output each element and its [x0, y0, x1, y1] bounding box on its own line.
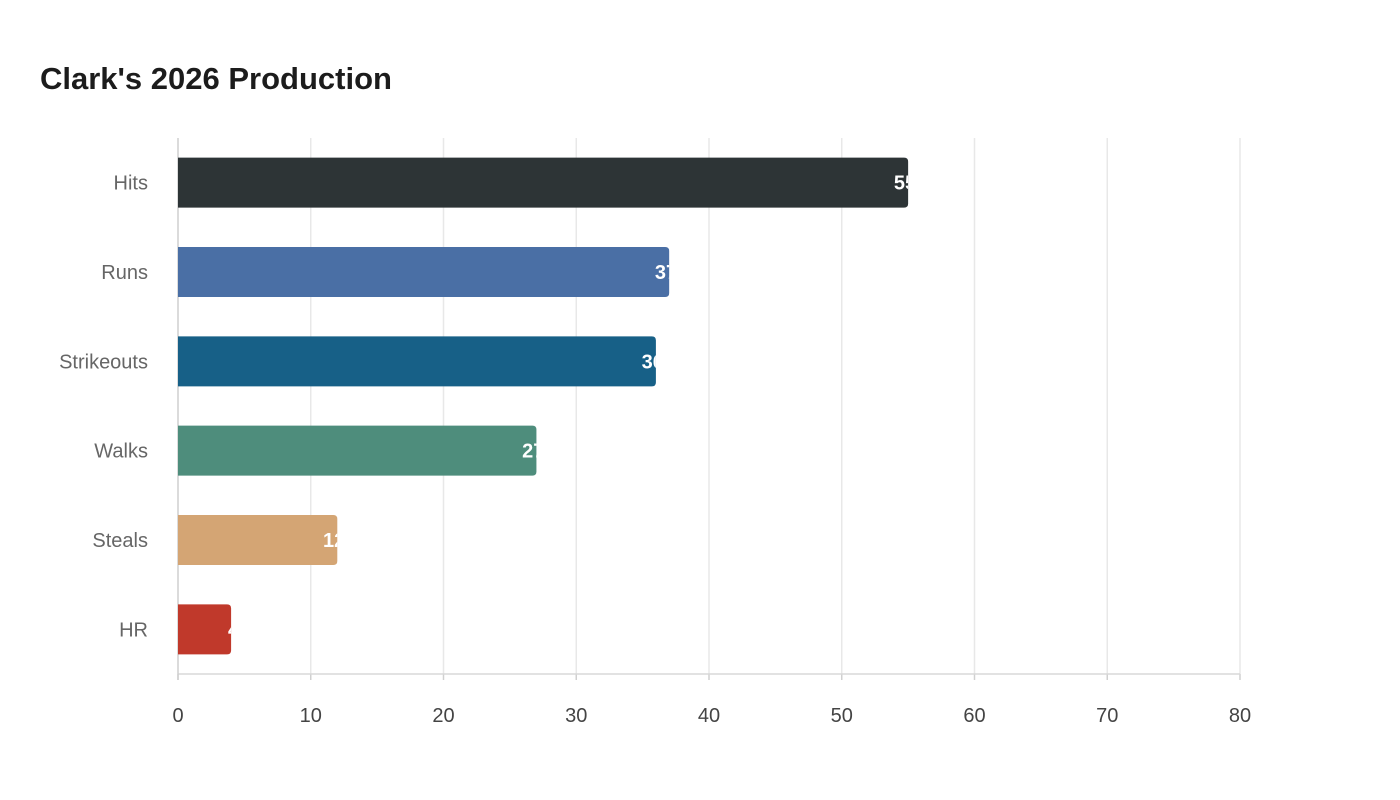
category-label-walks: Walks: [94, 441, 148, 463]
value-label-steals: 12: [323, 530, 345, 552]
value-label-hits: 55: [894, 173, 916, 195]
labels: 0 10 20 30 40 50 60 70 80 Hits 55 Runs 37 Strikeouts 3…: [59, 173, 1251, 727]
bar-steals: [178, 515, 338, 565]
x-tick-label-20: 20: [432, 705, 454, 727]
bar-hits: [178, 157, 909, 208]
x-tick-label-60: 60: [963, 705, 985, 727]
category-label-hr: HR: [119, 619, 148, 641]
x-tick-label-80: 80: [1229, 705, 1251, 727]
category-label-strikeouts: Strikeouts: [59, 351, 148, 373]
x-tick-label-40: 40: [698, 705, 720, 727]
bar-hr: [178, 604, 232, 655]
value-label-runs: 37: [655, 262, 677, 284]
value-label-hr: 4: [228, 619, 240, 641]
x-tick-label-0: 0: [172, 705, 183, 727]
category-label-runs: Runs: [101, 262, 148, 284]
x-tick-label-50: 50: [831, 705, 853, 727]
bar-strikeouts: [178, 336, 656, 387]
bars: [178, 157, 909, 655]
bar-runs: [178, 247, 670, 297]
value-label-strikeouts: 36: [642, 351, 664, 373]
chart-title: Clark's 2026 Production: [40, 61, 392, 96]
category-label-hits: Hits: [114, 173, 148, 195]
x-tick-label-30: 30: [565, 705, 587, 727]
value-label-walks: 27: [522, 441, 544, 463]
bar-walks: [178, 425, 537, 476]
category-label-steals: Steals: [92, 530, 148, 552]
x-tick-label-70: 70: [1096, 705, 1118, 727]
grid-lines: [310, 138, 1241, 674]
axes: [177, 138, 1241, 680]
x-tick-label-10: 10: [300, 705, 322, 727]
